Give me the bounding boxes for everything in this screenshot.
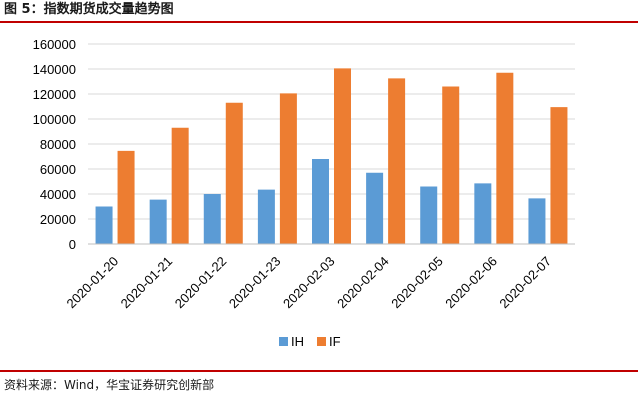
bar-if-2020-01-21 <box>171 127 189 244</box>
x-tick-label: 2020-01-22 <box>172 254 230 312</box>
bar-if-2020-01-20 <box>117 150 135 244</box>
x-tick-label: 2020-02-07 <box>496 254 554 312</box>
top-rule <box>0 21 638 23</box>
bar-ih-2020-01-23 <box>257 189 275 244</box>
legend-swatch-if <box>317 337 326 346</box>
bar-if-2020-01-23 <box>279 93 297 244</box>
bar-if-2020-02-04 <box>388 78 406 244</box>
bar-if-2020-01-22 <box>225 102 243 244</box>
y-tick-label: 20000 <box>40 212 76 227</box>
bar-ih-2020-01-21 <box>149 199 167 244</box>
x-tick-label: 2020-02-06 <box>442 254 500 312</box>
gridlines <box>88 43 575 220</box>
bottom-rule <box>0 370 638 372</box>
bar-if-2020-02-06 <box>496 72 514 244</box>
bar-ih-2020-02-06 <box>474 183 492 244</box>
x-axis-ticks: 2020-01-202020-01-212020-01-222020-01-23… <box>64 254 555 312</box>
y-tick-label: 160000 <box>33 37 76 52</box>
y-tick-label: 60000 <box>40 162 76 177</box>
y-tick-label: 80000 <box>40 137 76 152</box>
source-note: 资料来源：Wind，华宝证券研究创新部 <box>4 378 215 392</box>
x-tick-label: 2020-02-04 <box>334 254 392 312</box>
legend-label-ih: IH <box>291 334 304 349</box>
figure-title: 图 5：指数期货成交量趋势图 <box>4 2 174 17</box>
x-tick-label: 2020-02-03 <box>280 254 338 312</box>
bar-if-2020-02-05 <box>442 86 460 244</box>
bar-if-2020-02-07 <box>550 107 568 244</box>
bar-chart: 0 20000 40000 60000 80000 100000 120000 140000 1… <box>33 37 575 349</box>
y-tick-label: 0 <box>69 237 76 252</box>
x-tick-label: 2020-01-20 <box>64 254 122 312</box>
x-tick-label: 2020-02-05 <box>388 254 446 312</box>
bars <box>95 68 568 244</box>
bar-if-2020-02-03 <box>334 68 351 244</box>
bar-ih-2020-02-04 <box>366 172 384 244</box>
y-tick-label: 40000 <box>40 187 76 202</box>
x-tick-label: 2020-01-23 <box>226 254 284 312</box>
y-tick-label: 120000 <box>33 87 76 102</box>
legend: IH IF <box>279 334 341 349</box>
bar-ih-2020-02-05 <box>420 186 438 244</box>
legend-swatch-ih <box>279 337 288 346</box>
bar-ih-2020-02-03 <box>312 159 329 244</box>
bar-ih-2020-01-22 <box>203 194 221 244</box>
legend-label-if: IF <box>329 334 341 349</box>
bar-ih-2020-02-07 <box>528 198 546 244</box>
y-tick-label: 100000 <box>33 112 76 127</box>
bar-ih-2020-01-20 <box>95 206 113 244</box>
x-tick-label: 2020-01-21 <box>118 254 176 312</box>
y-tick-label: 140000 <box>33 62 76 77</box>
y-axis-ticks: 0 20000 40000 60000 80000 100000 120000 140000 1… <box>33 37 76 252</box>
